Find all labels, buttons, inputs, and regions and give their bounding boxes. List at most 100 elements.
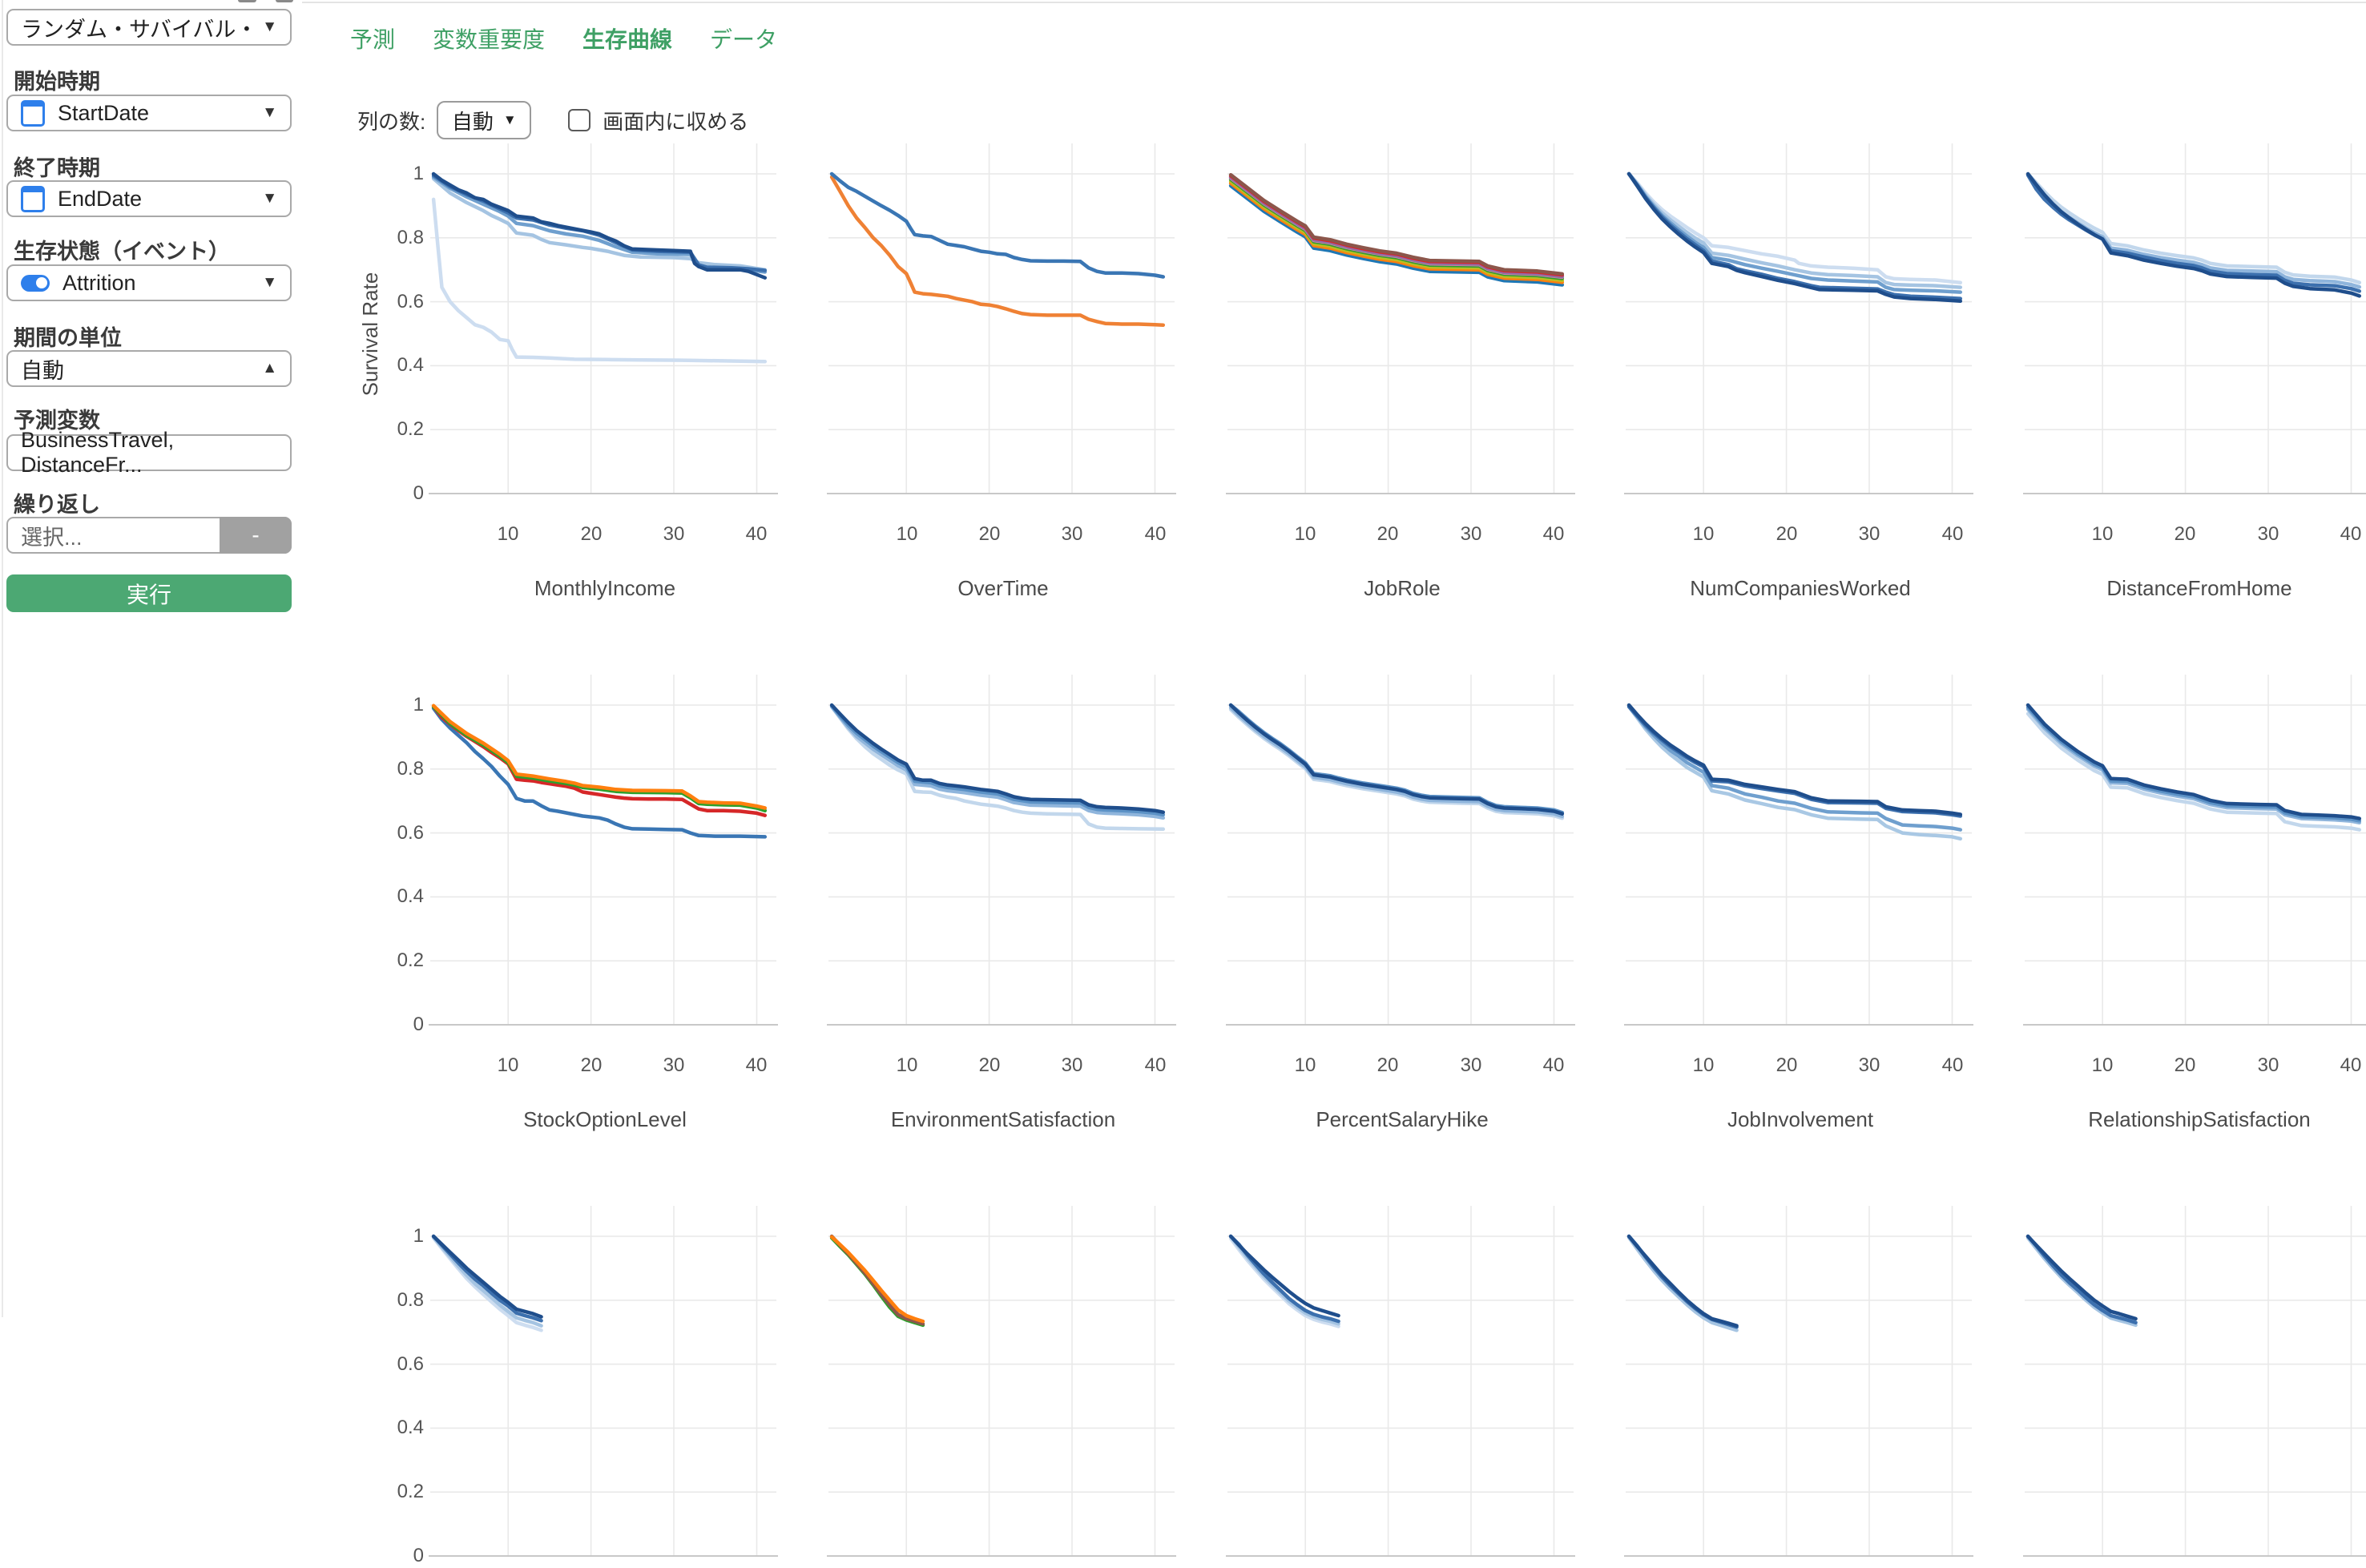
start-period-label: 開始時期 — [14, 70, 100, 94]
sidebar-left-edge — [2, 0, 3, 1317]
x-tick-label: 20 — [1376, 1054, 1399, 1076]
tab-bar: 予測 変数重要度 生存曲線 データ — [350, 22, 777, 54]
x-tick-label: 10 — [1294, 1054, 1316, 1076]
chevron-down-icon: ▼ — [262, 18, 277, 35]
chart-MonthlyIncome — [429, 140, 778, 499]
y-tick-label: 0.6 — [397, 1353, 424, 1375]
chart-title: StockOptionLevel — [523, 1107, 687, 1131]
chart-row3-col5 — [2023, 1203, 2366, 1562]
chart-title: JobInvolvement — [1727, 1107, 1874, 1131]
x-tick-label: 40 — [1542, 1054, 1565, 1076]
predictor-vars-label: 予測変数 — [14, 409, 100, 433]
x-tick-label: 10 — [896, 523, 918, 545]
fit-screen-checkbox[interactable] — [568, 109, 591, 131]
x-tick-label: 10 — [1692, 523, 1715, 545]
y-tick-label: 0.8 — [397, 758, 424, 780]
cropped-element-fragment — [276, 0, 293, 2]
chart-plot — [429, 143, 778, 494]
x-tick-label: 40 — [1941, 523, 1964, 545]
predictor-vars-input[interactable]: BusinessTravel, DistanceFr... — [6, 428, 292, 477]
x-tick-label: 40 — [1941, 1054, 1964, 1076]
x-tick-label: 40 — [745, 523, 768, 545]
y-tick-label: 0.8 — [397, 1289, 424, 1311]
event-status-select[interactable]: Attrition ▼ — [6, 264, 292, 301]
chart-row3-col4 — [1624, 1203, 1973, 1562]
chart-EnvironmentSatisfaction — [827, 671, 1176, 1030]
y-tick-label: 1 — [413, 163, 424, 184]
chevron-down-icon: ▼ — [262, 190, 277, 207]
chart-plot — [1226, 143, 1575, 494]
chart-title: EnvironmentSatisfaction — [890, 1107, 1116, 1131]
chart-controls: 列の数: 自動 ▼ 画面内に収める — [357, 99, 748, 141]
model-select[interactable]: ランダム・サバイバル・フ... ▼ — [6, 9, 292, 46]
x-tick-label: 20 — [580, 523, 603, 545]
y-tick-label: 0 — [413, 1014, 424, 1035]
x-tick-label: 10 — [1692, 1054, 1715, 1076]
column-count-label: 列の数: — [357, 109, 426, 134]
chevron-down-icon: ▼ — [502, 112, 517, 127]
y-tick-label: 0 — [413, 1545, 424, 1566]
repeat-placeholder: 選択... — [21, 525, 83, 550]
x-tick-label: 10 — [896, 1054, 918, 1076]
chart-DistanceFromHome — [2023, 140, 2366, 499]
x-tick-label: 30 — [1858, 1054, 1880, 1076]
x-tick-label: 40 — [2340, 523, 2362, 545]
period-unit-value: 自動 — [21, 358, 64, 383]
end-period-value: EndDate — [58, 186, 143, 211]
chart-title: NumCompaniesWorked — [1690, 576, 1911, 600]
x-tick-label: 10 — [2091, 1054, 2114, 1076]
sidebar: ランダム・サバイバル・フ... ▼ 開始時期 StartDate ▼ 終了時期 … — [0, 0, 302, 1317]
x-tick-label: 10 — [1294, 523, 1316, 545]
chart-NumCompaniesWorked — [1624, 140, 1973, 499]
start-period-select[interactable]: StartDate ▼ — [6, 95, 292, 131]
x-tick-label: 20 — [1776, 1054, 1798, 1076]
chart-JobRole — [1226, 140, 1575, 499]
chart-row3-col2 — [827, 1203, 1176, 1562]
tab-data[interactable]: データ — [710, 27, 778, 52]
chart-plot — [429, 675, 778, 1026]
end-period-select[interactable]: EndDate ▼ — [6, 180, 292, 217]
column-count-value: 自動 — [451, 109, 494, 134]
x-tick-label: 20 — [1376, 523, 1399, 545]
x-tick-label: 30 — [663, 1054, 685, 1076]
x-tick-label: 30 — [2257, 1054, 2279, 1076]
x-tick-label: 40 — [2340, 1054, 2362, 1076]
calendar-icon — [21, 185, 45, 212]
y-tick-label: 0.2 — [397, 949, 424, 971]
chevron-down-icon: ▼ — [262, 274, 277, 291]
tab-survival-curve[interactable]: 生存曲線 — [582, 27, 673, 52]
x-tick-label: 30 — [1460, 1054, 1482, 1076]
y-axis-title: Survival Rate — [358, 272, 382, 397]
y-tick-label: 0.6 — [397, 291, 424, 312]
column-count-select[interactable]: 自動 ▼ — [437, 101, 532, 139]
repeat-clear-button[interactable]: - — [220, 517, 292, 554]
chart-plot — [1624, 1206, 1973, 1557]
end-period-label: 終了時期 — [14, 156, 100, 180]
x-tick-label: 20 — [2174, 1054, 2196, 1076]
chart-plot — [1624, 143, 1973, 494]
y-tick-label: 0.4 — [397, 354, 424, 376]
x-tick-label: 30 — [663, 523, 685, 545]
run-button[interactable]: 実行 — [6, 574, 292, 612]
chart-plot — [1226, 1206, 1575, 1557]
repeat-input[interactable]: 選択... - — [6, 517, 292, 554]
x-tick-label: 20 — [1776, 523, 1798, 545]
chart-grid: 1 0.8 0.6 0.4 0.2 0 10 20 30 40 MonthlyIncome 10 20 3… — [397, 140, 2366, 1566]
chevron-up-icon: ▲ — [262, 360, 277, 377]
tab-prediction[interactable]: 予測 — [350, 27, 396, 52]
chart-plot — [2023, 143, 2366, 494]
period-unit-select[interactable]: 自動 ▲ — [6, 350, 292, 387]
y-tick-label: 1 — [413, 694, 424, 715]
y-tick-label: 0.2 — [397, 418, 424, 440]
x-tick-label: 20 — [978, 1054, 1001, 1076]
chart-plot — [827, 1206, 1176, 1557]
x-tick-label: 10 — [497, 1054, 519, 1076]
fit-screen-label: 画面内に収める — [603, 109, 749, 134]
tab-variable-importance[interactable]: 変数重要度 — [433, 27, 546, 52]
predictor-vars-value: BusinessTravel, DistanceFr... — [21, 428, 175, 477]
y-tick-label: 1 — [413, 1225, 424, 1247]
chart-PercentSalaryHike — [1226, 671, 1575, 1030]
period-unit-label: 期間の単位 — [14, 326, 122, 350]
y-tick-label: 0.8 — [397, 227, 424, 248]
